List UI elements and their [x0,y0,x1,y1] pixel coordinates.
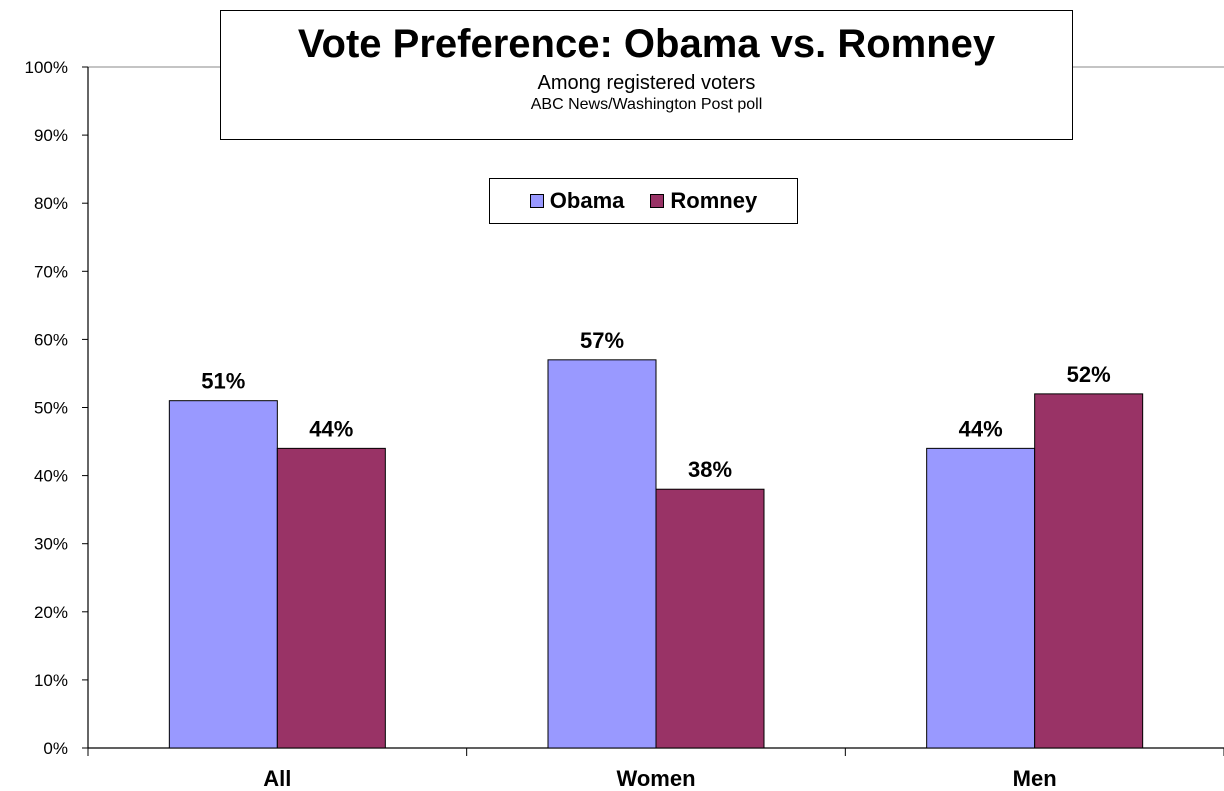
legend: Obama Romney [489,178,798,224]
legend-item-romney: Romney [650,188,757,214]
y-tick-label: 60% [34,330,68,349]
data-label: 44% [309,416,353,441]
legend-swatch-obama [529,194,544,208]
y-tick-label: 10% [34,671,68,690]
legend-label-obama: Obama [549,188,625,213]
y-tick-label: 20% [34,603,68,622]
y-tick-label: 30% [34,535,68,554]
y-tick-label: 80% [34,194,68,213]
data-label: 51% [201,369,245,394]
data-label: 38% [688,457,732,482]
x-category-label: Men [1013,766,1057,791]
data-label: 44% [959,416,1003,441]
legend-item-obama: Obama [529,188,625,214]
bar-obama-men [926,447,1036,749]
legend-label-romney: Romney [670,188,758,213]
x-category-label: Women [616,766,695,791]
chart-subtitle: Among registered voters [537,72,756,94]
bar-romney-men [1034,393,1144,749]
y-tick-label: 90% [34,126,68,145]
bar-romney-all [276,447,386,749]
data-label: 57% [580,328,624,353]
y-tick-label: 50% [34,399,68,418]
y-tick-label: 40% [34,467,68,486]
y-tick-label: 0% [43,739,68,758]
data-label: 52% [1067,362,1111,387]
chart-source: ABC News/Washington Post poll [530,96,763,113]
y-tick-label: 100% [25,58,68,77]
bar-obama-all [168,400,278,749]
legend-swatch-romney [650,194,665,208]
x-category-label: All [263,766,291,791]
bar-romney-women [655,488,765,749]
y-tick-label: 70% [34,262,68,281]
bar-obama-women [547,359,657,749]
title-box: Vote Preference: Obama vs. Romney Among … [220,10,1073,140]
chart-title: Vote Preference: Obama vs. Romney [297,22,996,66]
